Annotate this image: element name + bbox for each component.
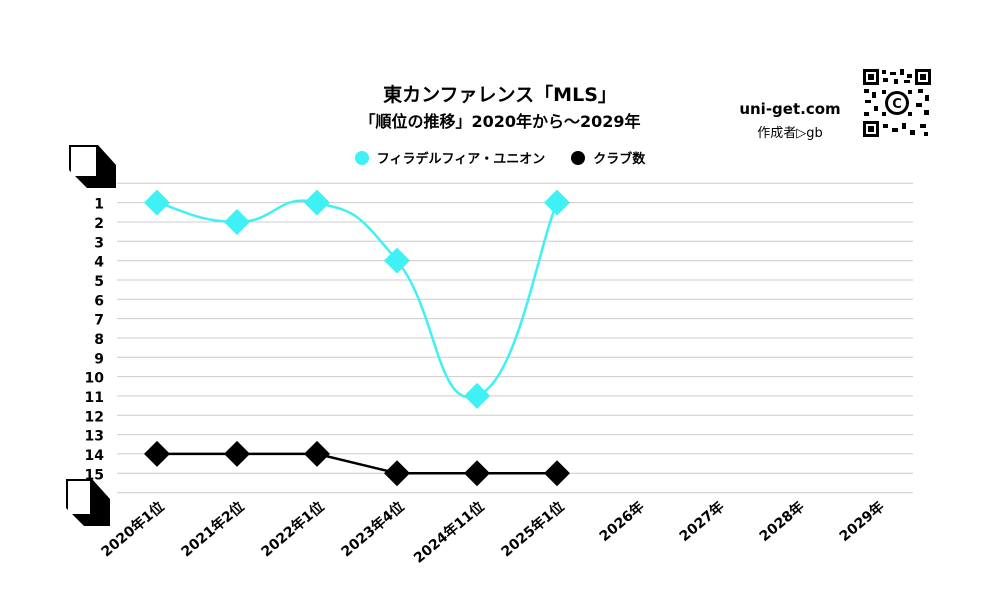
rank-markers	[66, 145, 116, 526]
legend-item-series1[interactable]: フィラデルフィア・ユニオン	[354, 148, 546, 167]
x-tick-label: 2025年1位	[498, 498, 568, 560]
series-2-point[interactable]	[144, 440, 170, 467]
series-2-point[interactable]	[304, 440, 330, 467]
series-2-point[interactable]	[384, 460, 410, 487]
y-tick-label: 1	[94, 197, 104, 213]
chart-legend: フィラデルフィア・ユニオン クラブ数	[0, 148, 1000, 167]
x-tick-label: 2026年	[596, 498, 648, 545]
author-credit: 作成者▷gb	[757, 126, 823, 141]
y-tick-label: 13	[85, 429, 104, 445]
series-layer	[144, 189, 570, 487]
y-tick-label: 12	[85, 409, 104, 425]
y-tick-label: 14	[85, 448, 105, 464]
y-tick-label: 10	[85, 371, 105, 387]
legend-swatch-series2	[571, 150, 586, 165]
y-tick-label: 11	[85, 390, 104, 406]
series-2-point[interactable]	[224, 440, 250, 467]
series-1-point[interactable]	[224, 208, 250, 235]
y-tick-label: 6	[94, 293, 104, 309]
y-tick-label: 15	[85, 467, 104, 483]
legend-label-series2: クラブ数	[593, 152, 646, 167]
x-tick-label: 2028年	[756, 498, 808, 545]
rank-top-marker-icon	[69, 145, 116, 188]
legend-item-series2[interactable]: クラブ数	[571, 148, 645, 167]
series-1-point[interactable]	[384, 247, 410, 274]
series-2-point[interactable]	[544, 460, 570, 487]
y-tick-label: 8	[94, 332, 104, 348]
x-tick-label: 2029年	[836, 498, 888, 545]
rank-bottom-marker-icon	[66, 479, 110, 526]
y-tick-label: 5	[94, 274, 104, 290]
series-2-point[interactable]	[464, 460, 490, 487]
x-tick-label: 2021年2位	[178, 498, 248, 560]
y-tick-label: 3	[94, 235, 104, 251]
series-1-point[interactable]	[544, 189, 570, 216]
x-tick-label: 2023年4位	[338, 498, 408, 560]
x-axis-ticks: 2020年1位 2021年2位 2022年1位 2023年4位 2024年11位 2025…	[98, 498, 888, 567]
series-1-point[interactable]	[304, 189, 330, 216]
x-tick-label: 2022年1位	[258, 498, 328, 560]
y-tick-label: 4	[94, 255, 104, 271]
brand-name: uni-get.com	[739, 100, 841, 118]
x-tick-label: 2027年	[676, 498, 728, 545]
y-tick-label: 7	[94, 313, 104, 329]
series-line-2	[157, 452, 557, 475]
chart-title: 東カンファレンス「MLS」	[383, 84, 617, 106]
series-1-point[interactable]	[464, 382, 490, 409]
x-tick-label: 2024年11位	[410, 498, 487, 567]
chart-subtitle: 「順位の推移」2020年から～2029年	[359, 112, 641, 131]
y-tick-label: 2	[94, 216, 104, 232]
svg-text:C: C	[892, 97, 902, 112]
series-1-point[interactable]	[144, 189, 170, 216]
qr-code-icon: C	[862, 68, 932, 138]
legend-label-series1: フィラデルフィア・ユニオン	[376, 152, 546, 167]
y-tick-label: 9	[94, 351, 104, 367]
legend-swatch-series1	[354, 150, 369, 165]
